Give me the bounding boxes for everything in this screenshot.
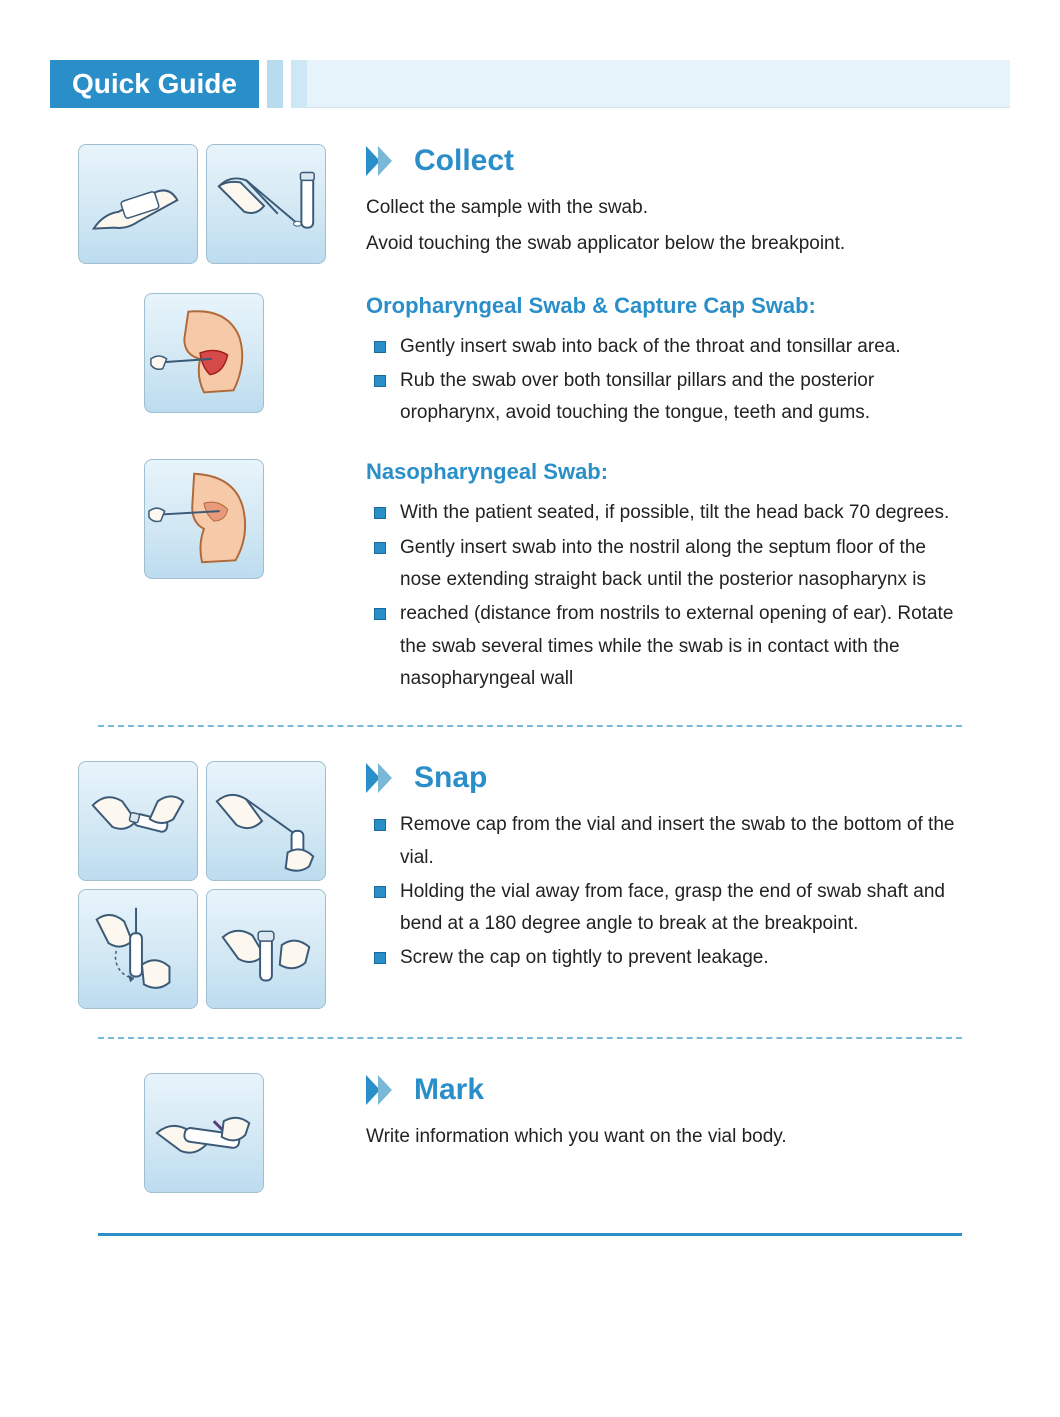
- mark-image: [50, 1073, 330, 1193]
- illustration-write-label: [144, 1073, 264, 1193]
- step-arrow-icon: [366, 146, 400, 176]
- section-mark: Mark Write information which you want on…: [50, 1073, 1010, 1193]
- illustration-screw-cap: [206, 889, 326, 1009]
- bullet-item: Gently insert swab into back of the thro…: [374, 331, 970, 363]
- section-collect: Collect Collect the sample with the swab…: [50, 144, 1010, 265]
- nasopharyngeal-heading: Nasopharyngeal Swab:: [366, 459, 970, 485]
- bullet-item: Screw the cap on tightly to prevent leak…: [374, 942, 970, 974]
- page-title: Quick Guide: [50, 60, 259, 108]
- mark-body: Write information which you want on the …: [366, 1121, 970, 1153]
- header-stripe: [283, 60, 291, 108]
- footer-rule: [98, 1233, 962, 1236]
- section-nasopharyngeal: Nasopharyngeal Swab: With the patient se…: [50, 459, 1010, 697]
- bullet-item: Rub the swab over both tonsillar pillars…: [374, 365, 970, 430]
- oropharyngeal-text: Oropharyngeal Swab & Capture Cap Swab: G…: [366, 293, 1010, 432]
- collect-intro-line: Collect the sample with the swab.: [366, 192, 970, 224]
- illustration-break-swab: [78, 889, 198, 1009]
- section-divider: [98, 725, 962, 727]
- section-snap: Snap Remove cap from the vial and insert…: [50, 761, 1010, 1009]
- header-stripe: [307, 60, 1010, 108]
- snap-text: Snap Remove cap from the vial and insert…: [366, 761, 1010, 1009]
- section-oropharyngeal: Oropharyngeal Swab & Capture Cap Swab: G…: [50, 293, 1010, 432]
- nasopharyngeal-image: [50, 459, 330, 697]
- collect-text: Collect Collect the sample with the swab…: [366, 144, 1010, 265]
- illustration-nasal-swab: [144, 459, 264, 579]
- header-stripe: [291, 60, 307, 108]
- mark-title: Mark: [414, 1073, 484, 1107]
- illustration-insert-swab: [206, 761, 326, 881]
- nasopharyngeal-text: Nasopharyngeal Swab: With the patient se…: [366, 459, 1010, 697]
- bullet-item: Remove cap from the vial and insert the …: [374, 809, 970, 874]
- illustration-swab-vial: [206, 144, 326, 264]
- bullet-item: Holding the vial away from face, grasp t…: [374, 876, 970, 941]
- step-arrow-icon: [366, 1075, 400, 1105]
- header-bar: Quick Guide: [50, 60, 1010, 108]
- collect-intro-line: Avoid touching the swab applicator below…: [366, 228, 970, 260]
- collect-images: [50, 144, 330, 265]
- collect-title: Collect: [414, 144, 514, 178]
- snap-images: [50, 761, 330, 1009]
- bullet-item: With the patient seated, if possible, ti…: [374, 497, 970, 529]
- snap-title: Snap: [414, 761, 487, 795]
- oropharyngeal-heading: Oropharyngeal Swab & Capture Cap Swab:: [366, 293, 970, 319]
- illustration-open-package: [78, 144, 198, 264]
- header-stripe: [267, 60, 283, 108]
- illustration-remove-cap: [78, 761, 198, 881]
- header-stripe: [259, 60, 267, 108]
- oropharyngeal-image: [50, 293, 330, 432]
- bullet-item: Gently insert swab into the nostril alon…: [374, 532, 970, 597]
- step-arrow-icon: [366, 763, 400, 793]
- section-divider: [98, 1037, 962, 1039]
- bullet-item: reached (distance from nostrils to exter…: [374, 598, 970, 695]
- mark-text: Mark Write information which you want on…: [366, 1073, 1010, 1193]
- illustration-throat-swab: [144, 293, 264, 413]
